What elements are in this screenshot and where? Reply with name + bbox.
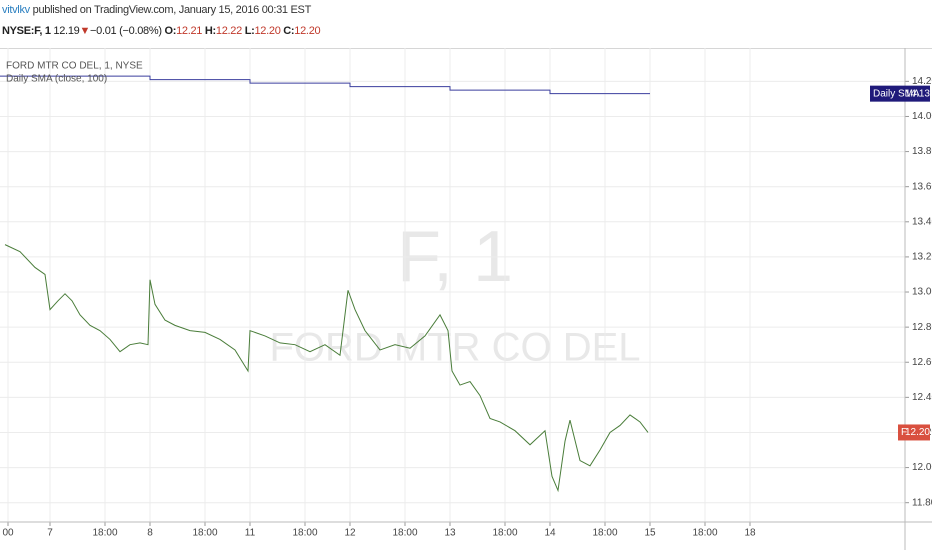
y-tick-label: 12.80 xyxy=(912,322,932,333)
author[interactable]: vitvlkv xyxy=(2,4,30,16)
h-label: H: xyxy=(204,25,216,37)
l-label: L: xyxy=(244,25,255,37)
x-tick-label: 18:00 xyxy=(192,528,217,539)
l: 12.20 xyxy=(254,25,281,37)
price-tag-box xyxy=(870,85,930,102)
symbol: NYSE:F, 1 xyxy=(2,25,51,37)
y-tick-label: 13.80 xyxy=(912,146,932,157)
quote: NYSE:F, 1 12.19▼−0.01 (−0.08%) O:12.21 H… xyxy=(2,25,321,37)
o-label: O: xyxy=(164,25,177,37)
y-tick-label: 14.20 xyxy=(912,76,932,87)
y-tick-label: 14.00 xyxy=(912,111,932,122)
x-tick-label: 18:00 xyxy=(492,528,517,539)
x-tick-label: 13 xyxy=(444,528,456,539)
x-tick-label: 18:00 xyxy=(392,528,417,539)
x-tick-label: 18 xyxy=(744,528,756,539)
y-tick-label: 12.60 xyxy=(912,357,932,368)
x-tick-label: 11 xyxy=(245,528,256,539)
y-tick-label: 13.60 xyxy=(912,181,932,192)
y-tick-label: 12.00 xyxy=(912,462,932,473)
h: 12.22 xyxy=(215,25,242,37)
o: 12.21 xyxy=(176,25,203,37)
x-tick-label: 15 xyxy=(644,528,656,539)
last: 12.19 xyxy=(53,25,80,37)
series-line xyxy=(0,75,650,95)
x-tick-label: 00 xyxy=(2,528,14,539)
published: published on TradingView.com, January 15… xyxy=(32,4,312,16)
x-tick-label: 18:00 xyxy=(592,528,617,539)
price-tag-box xyxy=(898,424,930,441)
legend-entry: FORD MTR CO DEL, 1, NYSE xyxy=(6,61,143,72)
y-tick-label: 13.40 xyxy=(912,216,932,227)
x-tick-label: 18:00 xyxy=(292,528,317,539)
top-border xyxy=(0,48,932,49)
price-tag-name: F xyxy=(901,427,907,438)
y-tick-label: 13.00 xyxy=(912,287,932,298)
price-tag: F12.20 xyxy=(898,424,930,441)
c: 12.20 xyxy=(294,25,321,37)
x-tick-label: 12 xyxy=(344,528,356,539)
header: vitvlkv published on TradingView.com, Ja… xyxy=(2,4,311,16)
series-line xyxy=(4,244,649,493)
down-arrow: ▼ xyxy=(79,25,91,37)
x-tick-label: 8 xyxy=(147,528,153,539)
y-tick-label: 11.80 xyxy=(912,497,932,508)
x-tick-label: 14 xyxy=(544,528,556,539)
legend-entry: Daily SMA (close, 100) xyxy=(6,74,107,85)
c-label: C: xyxy=(283,25,295,37)
change: −0.01 (−0.08%) xyxy=(90,25,162,37)
x-tick-label: 7 xyxy=(47,528,53,539)
y-tick-label: 12.40 xyxy=(912,392,932,403)
y-tick-label: 13.20 xyxy=(912,252,932,263)
watermark-sub: FORD MTR CO DEL xyxy=(269,326,640,370)
x-tick-label: 18:00 xyxy=(92,528,117,539)
price-tag-value: 12.20 xyxy=(905,427,930,438)
price-tag-value: 14.13 xyxy=(905,88,930,99)
x-tick-label: 18:00 xyxy=(692,528,717,539)
price-tag-name: Daily SMA xyxy=(873,88,920,99)
